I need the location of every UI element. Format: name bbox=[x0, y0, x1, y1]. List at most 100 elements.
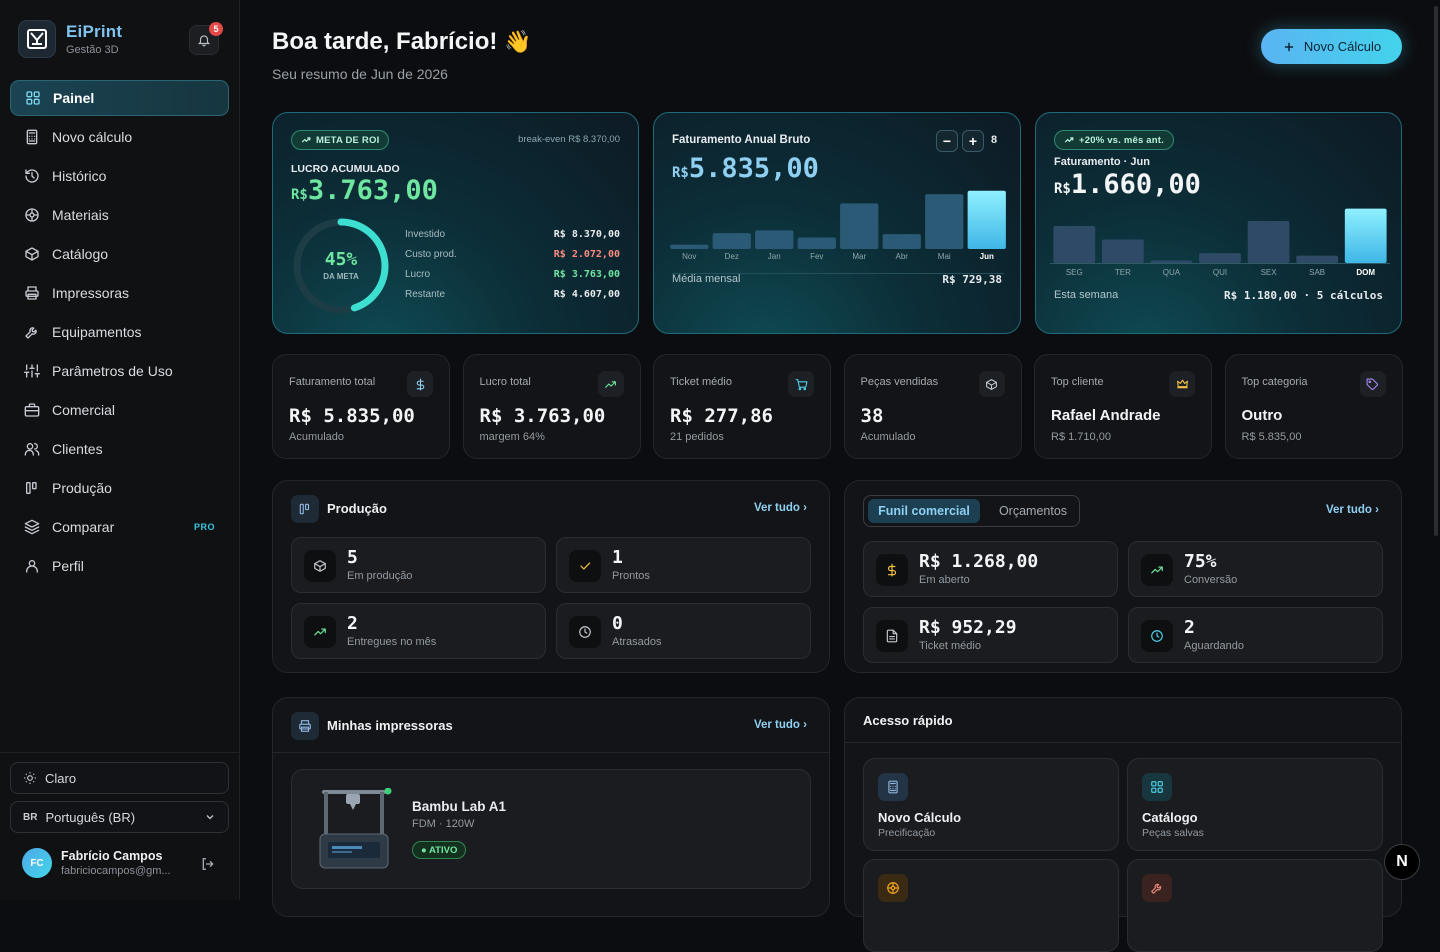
metric-tile[interactable]: R$ 952,29 Ticket médio bbox=[863, 607, 1118, 663]
stat-card: Top cliente Rafael Andrade R$ 1.710,00 bbox=[1034, 354, 1212, 459]
sliders-icon bbox=[24, 364, 40, 378]
metric-tile[interactable]: 2 Aguardando bbox=[1128, 607, 1383, 663]
quick-access-icon bbox=[878, 773, 908, 801]
tile-value: 2 bbox=[1184, 617, 1195, 638]
stat-label: Faturamento total bbox=[289, 376, 376, 388]
divider bbox=[845, 742, 1401, 743]
sidebar-item-comercial[interactable]: Comercial bbox=[10, 392, 229, 428]
quick-access-item[interactable] bbox=[1127, 859, 1383, 952]
wrench-icon bbox=[25, 327, 37, 339]
bar-sex[interactable] bbox=[1247, 221, 1290, 263]
sidebar-item-label: Painel bbox=[53, 90, 95, 106]
sidebar-item-parâmetros-de-uso[interactable]: Parâmetros de Uso bbox=[10, 353, 229, 389]
bar-seg[interactable] bbox=[1053, 225, 1096, 263]
year-increment-button[interactable]: + bbox=[962, 130, 984, 152]
stat-label: Ticket médio bbox=[670, 376, 732, 388]
quick-access-icon bbox=[1142, 773, 1172, 801]
tile-icon bbox=[569, 616, 601, 648]
stat-value: R$ 5.835,00 bbox=[289, 405, 415, 427]
sidebar-item-histórico[interactable]: Histórico bbox=[10, 158, 229, 194]
roi-row-label: Lucro bbox=[405, 269, 431, 280]
tab-quotes[interactable]: Orçamentos bbox=[998, 504, 1068, 518]
bar-qui[interactable] bbox=[1199, 253, 1241, 263]
language-label: Português (BR) bbox=[45, 809, 136, 825]
printer-name: Bambu Lab A1 bbox=[412, 799, 507, 814]
language-select[interactable]: BR Português (BR) bbox=[10, 801, 229, 833]
tick-label-sab: SAB bbox=[1309, 268, 1325, 277]
roi-row-value: R$ 3.763,00 bbox=[553, 269, 620, 280]
printer-card[interactable]: Bambu Lab A1 FDM · 120W ● ATIVO bbox=[291, 769, 811, 889]
bar-nov[interactable] bbox=[670, 244, 709, 249]
clock-icon bbox=[579, 626, 591, 638]
sidebar-item-perfil[interactable]: Perfil bbox=[10, 548, 229, 584]
production-title: Produção bbox=[327, 501, 387, 516]
metric-tile[interactable]: 2 Entregues no mês bbox=[291, 603, 546, 659]
quick-access-item[interactable] bbox=[863, 859, 1119, 952]
printers-title: Minhas impressoras bbox=[327, 718, 453, 733]
sidebar-item-painel[interactable]: Painel bbox=[10, 80, 229, 116]
avg-value: R$ 729,38 bbox=[942, 273, 1002, 286]
quick-access-item[interactable]: Novo Cálculo Precificação bbox=[863, 758, 1119, 851]
notifications-button[interactable]: 5 bbox=[189, 22, 223, 55]
sidebar-item-impressoras[interactable]: Impressoras bbox=[10, 275, 229, 311]
theme-toggle-button[interactable]: Claro bbox=[10, 762, 229, 794]
sidebar-item-equipamentos[interactable]: Equipamentos bbox=[10, 314, 229, 350]
page-scrollbar[interactable] bbox=[1432, 0, 1440, 900]
printer-illustration-icon bbox=[319, 788, 392, 869]
roi-row-label: Custo prod. bbox=[405, 249, 457, 260]
sidebar-nav: Painel Novo cálculo Histórico Materiais Catá… bbox=[10, 80, 229, 587]
roi-row-label: Restante bbox=[405, 289, 446, 300]
bar-abr[interactable] bbox=[882, 234, 921, 249]
tile-value: 0 bbox=[612, 613, 623, 634]
sidebar-item-catálogo[interactable]: Catálogo bbox=[10, 236, 229, 272]
tab-funnel[interactable]: Funil comercial bbox=[868, 499, 980, 523]
stat-value: 38 bbox=[860, 405, 884, 427]
year-decrement-button[interactable]: − bbox=[936, 130, 958, 152]
greeting-title: Boa tarde, Fabrício! 👋 bbox=[272, 28, 532, 55]
bar-dez[interactable] bbox=[712, 233, 751, 249]
bar-qua[interactable] bbox=[1150, 260, 1193, 263]
trend-up-icon bbox=[605, 380, 616, 388]
bar-mai[interactable] bbox=[925, 194, 964, 249]
notification-count-badge: 5 bbox=[209, 22, 223, 36]
crown-icon bbox=[1176, 379, 1188, 388]
new-calculation-button[interactable]: Novo Cálculo bbox=[1261, 29, 1402, 64]
metric-tile[interactable]: 1 Prontos bbox=[556, 537, 811, 593]
tick-label-ter: TER bbox=[1115, 268, 1131, 277]
quick-access-icon bbox=[1142, 874, 1172, 902]
brand[interactable]: EiPrint Gestão 3D bbox=[18, 20, 122, 58]
sidebar-item-comparar[interactable]: Comparar PRO bbox=[10, 509, 229, 545]
bar-ter[interactable] bbox=[1101, 239, 1144, 263]
funnel-see-all-link[interactable]: Ver tudo › bbox=[1325, 504, 1379, 516]
metric-tile[interactable]: 0 Atrasados bbox=[556, 603, 811, 659]
roi-progress-ring bbox=[293, 218, 389, 314]
roi-pill: META DE ROI bbox=[291, 130, 390, 150]
user-profile[interactable]: FC Fabrício Campos fabriciocampos@gm... bbox=[22, 848, 222, 878]
next-devtools-button[interactable]: N bbox=[1384, 844, 1420, 880]
bar-jun[interactable] bbox=[967, 190, 1006, 249]
quick-access-item[interactable]: Catálogo Peças salvas bbox=[1127, 758, 1383, 851]
scroll-thumb[interactable] bbox=[1434, 6, 1438, 536]
bar-dom[interactable] bbox=[1344, 208, 1387, 263]
logout-icon[interactable] bbox=[200, 856, 216, 872]
tile-value: R$ 1.268,00 bbox=[919, 551, 1039, 572]
stat-icon bbox=[1169, 371, 1195, 397]
quick-access-subtitle: Precificação bbox=[878, 827, 936, 839]
sidebar-item-novo-cálculo[interactable]: Novo cálculo bbox=[10, 119, 229, 155]
printers-see-all-link[interactable]: Ver tudo › bbox=[753, 719, 807, 731]
tick-label-fev: Fev bbox=[810, 252, 823, 261]
bar-sab[interactable] bbox=[1296, 255, 1339, 263]
metric-tile[interactable]: R$ 1.268,00 Em aberto bbox=[863, 541, 1118, 597]
bar-mar[interactable] bbox=[840, 203, 879, 249]
bar-jan[interactable] bbox=[755, 230, 794, 249]
printers-panel: Minhas impressoras Ver tudo › Bambu Lab … bbox=[272, 697, 830, 917]
bar-fev[interactable] bbox=[797, 237, 836, 249]
sidebar-item-materiais[interactable]: Materiais bbox=[10, 197, 229, 233]
tick-label-sex: SEX bbox=[1261, 268, 1278, 277]
metric-tile[interactable]: 75% Conversão bbox=[1128, 541, 1383, 597]
production-see-all-link[interactable]: Ver tudo › bbox=[753, 502, 807, 514]
trend-up-icon bbox=[1151, 566, 1163, 574]
metric-tile[interactable]: 5 Em produção bbox=[291, 537, 546, 593]
sidebar-item-produção[interactable]: Produção bbox=[10, 470, 229, 506]
sidebar-item-clientes[interactable]: Clientes bbox=[10, 431, 229, 467]
